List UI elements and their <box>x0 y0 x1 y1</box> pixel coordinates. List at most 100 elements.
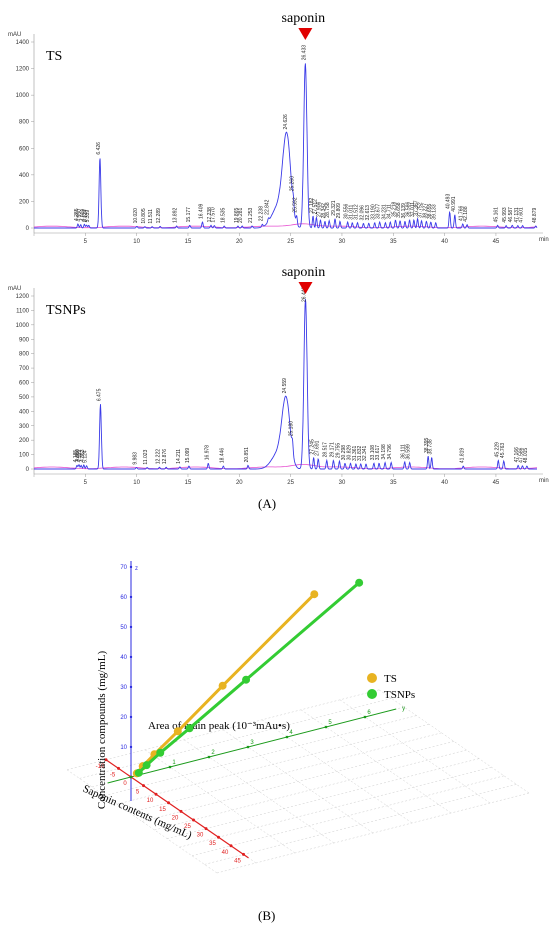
x-tick-label: 15 <box>185 480 192 486</box>
x-tick-label: 15 <box>159 807 166 813</box>
data-point-tsnps <box>185 724 194 733</box>
grid-line <box>129 732 442 814</box>
chromatogram-trace <box>34 299 537 470</box>
x-tick-label: 45 <box>493 480 500 486</box>
y-axis-title: Area of main peak (10⁻³mAu•s) <box>148 720 290 732</box>
peak-label: 38.395 <box>424 438 430 454</box>
x-tick-dot <box>154 792 158 796</box>
peak-label: 32.096 <box>359 205 365 221</box>
peak-label: 36.139 <box>401 203 407 219</box>
peak-label: 45.993 <box>502 207 508 223</box>
peak-label: 27.182 <box>309 198 315 214</box>
peak-label: 37.011 <box>410 202 416 217</box>
z-tick-dot <box>129 565 133 569</box>
saponin-arrow <box>298 282 313 294</box>
panel-b-label: (B) <box>258 908 276 923</box>
grid-line <box>79 698 392 779</box>
x-tick-label: 45 <box>234 858 241 864</box>
peak-label: 16.409 <box>198 204 204 220</box>
y-unit-label: mAU <box>8 286 21 292</box>
y-tick-label: 1000 <box>16 323 30 329</box>
peak-label: 6.475 <box>96 388 102 401</box>
peak-label: 4.909 <box>80 209 86 222</box>
z-axis-letter: z <box>135 566 138 572</box>
saponin-annotation: saponin <box>282 11 326 26</box>
y-tick-label: 4 <box>289 730 293 736</box>
x-tick-label: 0 <box>123 781 127 787</box>
legend-label-tsnps: TSNPs <box>384 689 415 701</box>
peak-label: 24.559 <box>282 378 288 394</box>
y-tick-label: 0 <box>26 226 30 232</box>
x-tick-label: 5 <box>84 239 88 245</box>
peak-label: 47.601 <box>519 207 525 223</box>
data-point-tsnps <box>142 761 151 770</box>
panel-a: mAU min 0 200 400 600 800 1000 1200 1400 5 10 15 20 25… <box>8 11 549 486</box>
peak-label: 33.108 <box>370 445 376 461</box>
y-tick-label: 400 <box>19 173 30 179</box>
peak-label: 21.253 <box>248 207 254 223</box>
peak-label: 14.211 <box>176 449 182 464</box>
peak-label: 4.380 <box>75 449 81 462</box>
peak-label: 12.222 <box>155 449 161 465</box>
y-tick-label: 2 <box>211 750 215 756</box>
peak-label: 34.796 <box>387 444 393 460</box>
x-tick-label: 5 <box>84 480 88 486</box>
y-tick-label: 200 <box>19 199 30 205</box>
peak-label: 47.131 <box>514 207 520 223</box>
x-tick-label: 15 <box>185 239 192 245</box>
x-tick-dot <box>242 852 245 856</box>
peak-label: 41.766 <box>459 206 465 222</box>
sample-name: TSNPs <box>46 303 86 318</box>
floor-grid <box>66 689 530 874</box>
y-tick-label: 600 <box>19 381 30 387</box>
peak-label: 34.198 <box>381 444 387 460</box>
peak-label: 32.613 <box>365 205 371 221</box>
peak-label: 48.015 <box>523 448 529 464</box>
data-point-tsnps <box>156 748 165 757</box>
y-tick-dot <box>168 765 172 769</box>
y-tick-label: 1200 <box>16 294 30 300</box>
grid-line <box>216 792 530 874</box>
peak-label: 25.592 <box>293 197 299 213</box>
peak-label: 4.599 <box>77 450 83 463</box>
data-point-tsnps <box>242 675 251 684</box>
x-tick-label: 20 <box>236 239 243 245</box>
peak-label: 36.111 <box>401 444 407 459</box>
peak-label: 10.020 <box>133 208 139 224</box>
peak-label: 25.180 <box>288 421 294 437</box>
z-tick-dot <box>129 745 133 749</box>
z-tick-dot <box>129 655 133 659</box>
x-unit-label: min <box>539 478 549 484</box>
x-tick-label: 40 <box>441 239 448 245</box>
peak-label: 29.755 <box>335 443 341 459</box>
x-tick-label: 10 <box>133 480 140 486</box>
x-tick-label: 35 <box>390 480 397 486</box>
peak-label: 30.298 <box>341 445 347 461</box>
reference-trace <box>33 464 538 470</box>
peak-label: 33.677 <box>376 204 382 220</box>
peak-label: 17.570 <box>210 207 216 223</box>
peak-label: 31.512 <box>353 204 359 220</box>
peak-label: 45.161 <box>494 207 500 223</box>
x-tick-label: 30 <box>339 239 346 245</box>
x-tick-label: 10 <box>133 239 140 245</box>
data-point-ts <box>173 727 182 736</box>
peak-label: 35.218 <box>392 202 398 218</box>
peak-label: 33.617 <box>375 445 381 461</box>
y-tick-label: 600 <box>19 146 30 152</box>
peak-label: 4.550 <box>77 209 83 222</box>
z-tick-dot <box>129 685 133 689</box>
peak-label: 16.978 <box>204 445 210 461</box>
peak-label: 47.586 <box>518 447 524 463</box>
y-axis-letter: y <box>402 706 405 712</box>
data-point-tsnps <box>355 578 364 587</box>
y-tick-label: 1100 <box>16 308 30 314</box>
peak-label: 37.367 <box>414 200 420 216</box>
peak-label: 30.829 <box>346 445 352 461</box>
peak-label: 5.124 <box>83 209 89 222</box>
z-axis-title: Concentration compounds (mg/mL) <box>96 651 108 810</box>
data-point-tsnps <box>134 768 143 777</box>
peak-label: 39.133 <box>432 204 438 220</box>
peak-label: 12.876 <box>162 449 168 465</box>
peak-label: 26.448 <box>301 286 307 302</box>
